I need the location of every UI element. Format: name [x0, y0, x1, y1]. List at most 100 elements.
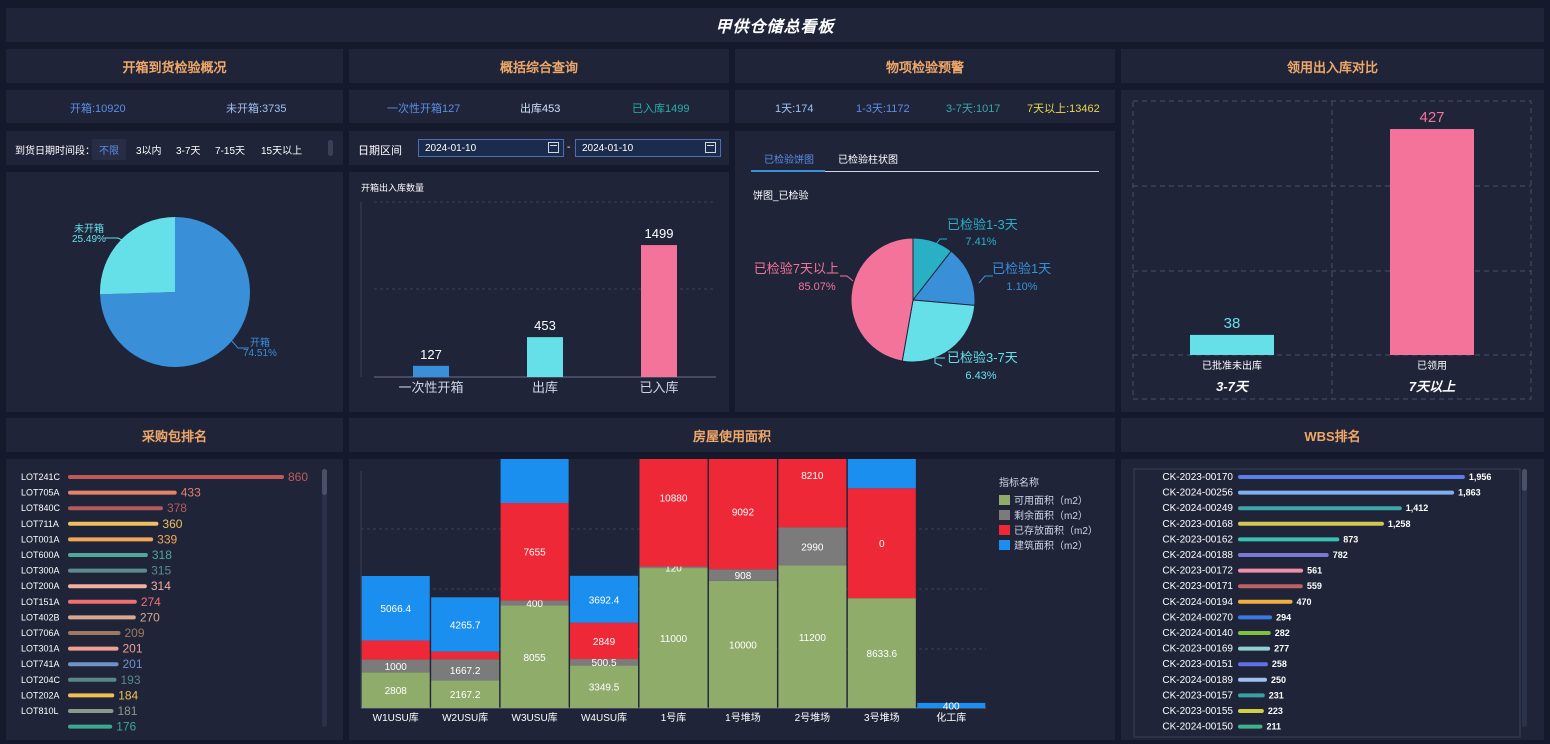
tab-inspected-pie[interactable]: 已检验饼图 [764, 155, 814, 166]
stack-value: 0 [879, 539, 885, 550]
wbs-label: CK-2023-00162 [1162, 534, 1233, 545]
rank-label: LOT241C [21, 472, 61, 482]
filter-option-15plus[interactable]: 15天以上 [261, 146, 303, 157]
wbs-scroll-thumb[interactable] [1522, 469, 1527, 491]
pie-pct: 85.07% [798, 281, 836, 293]
stack-value: 8055 [523, 653, 546, 664]
wbs-label: CK-2023-00151 [1162, 659, 1233, 670]
rank-bar [68, 568, 148, 573]
stack-segment [778, 459, 847, 528]
wbs-label: CK-2024-00249 [1162, 503, 1233, 514]
calendar-icon[interactable] [705, 142, 716, 153]
stack-segment [570, 665, 639, 708]
wbs-bar [1238, 506, 1402, 511]
stack-value: 11000 [660, 634, 688, 645]
stack-segment [639, 568, 708, 708]
wbs-bar [1238, 490, 1455, 495]
wbs-bar [1238, 553, 1329, 557]
stack-segment [431, 659, 500, 681]
rank-bar [68, 599, 137, 604]
filter-option-within3[interactable]: 3以内 [136, 146, 162, 157]
stack-segment [361, 576, 430, 641]
arrival-filter: 到货日期时间段： 不限 3以内 3-7天 7-15天 15天以上 [6, 131, 343, 165]
stack-segment [708, 459, 777, 570]
rank-value: 433 [181, 486, 201, 500]
purchase-scrollbar[interactable] [322, 469, 327, 727]
legend-swatch [999, 495, 1010, 505]
out-count: 出库453 [520, 103, 561, 115]
filter-option-3-7[interactable]: 3-7天 [176, 146, 201, 157]
stack-segment [431, 680, 500, 708]
legend-label: 已存放面积（m2） [1014, 524, 1098, 537]
date-to-input[interactable]: 2024-01-10 [575, 139, 721, 157]
purchase-scroll-thumb[interactable] [322, 469, 327, 495]
stack-segment [570, 575, 639, 623]
wbs-label: CK-2023-00157 [1162, 690, 1233, 701]
wbs-bar [1238, 646, 1271, 651]
wbs-value: 1,863 [1458, 488, 1481, 498]
wbs-bar [1238, 709, 1264, 713]
stack-value: 7655 [523, 548, 546, 559]
legend-swatch [999, 510, 1010, 520]
rank-label: LOT810L [21, 706, 59, 716]
bar [1390, 129, 1474, 355]
inspect-1day: 1天:174 [775, 103, 814, 115]
rank-bar [68, 662, 119, 667]
pie-slice [100, 217, 175, 295]
area-header: 房屋使用面积 [349, 418, 1115, 452]
stack-segment [778, 527, 847, 566]
unboxing-title: 开箱到货检验概况 [122, 59, 227, 75]
filter-scrollbar[interactable] [328, 140, 333, 156]
rank-bar [68, 646, 119, 651]
stack-segment [847, 598, 916, 708]
rank-bar [68, 475, 284, 479]
date-from-input[interactable]: 2024-01-10 [418, 139, 564, 157]
rank-value: 860 [288, 470, 308, 484]
usage-chart-panel: 3-7天 7天以上 38 已批准未出库 427 已领用 [1121, 90, 1544, 412]
rank-bar [68, 724, 113, 729]
wbs-bar [1238, 537, 1340, 542]
pie-slice [901, 299, 976, 363]
wbs-value: 470 [1297, 597, 1312, 607]
rank-label: LOT840C [21, 503, 61, 513]
date-separator: - [567, 142, 571, 153]
unboxing-header: 开箱到货检验概况 [6, 49, 343, 83]
category-label: W3USU库 [512, 711, 558, 724]
filter-option-7-15[interactable]: 7-15天 [215, 146, 246, 157]
wbs-bar [1238, 693, 1265, 698]
rank-label: LOT200A [21, 581, 60, 591]
area-legend-title: 指标名称 [999, 476, 1039, 489]
wbs-title: WBS排名 [1304, 428, 1361, 444]
rank-value: 318 [152, 548, 172, 562]
area-stacked-chart: 指标名称 2808 1000 5066.4 W1USU库 2167.2 1667.2 426… [360, 459, 1098, 724]
wbs-panel: CK-2023-00170 1,956 CK-2024-00256 1,863 CK-2… [1121, 459, 1544, 740]
wbs-label: CK-2023-00155 [1162, 706, 1233, 717]
purchase-header: 采购包排名 [6, 418, 343, 452]
rank-label: LOT300A [21, 566, 60, 576]
legend-label: 可用面积（m2） [1014, 495, 1088, 507]
stack-segment [847, 459, 916, 489]
rank-value: 201 [122, 642, 142, 656]
legend-label: 剩余面积（m2） [1014, 509, 1088, 522]
wbs-label: CK-2023-00171 [1162, 581, 1233, 592]
tab-inspected-bar[interactable]: 已检验柱状图 [838, 155, 898, 166]
inspect-stats: 1天:174 1-3天:1172 3-7天:1017 7天以上:13462 [735, 90, 1115, 123]
wbs-value: 231 [1269, 690, 1284, 700]
wbs-label: CK-2023-00172 [1162, 566, 1233, 577]
wbs-scrollbar[interactable] [1522, 469, 1527, 727]
rank-value: 274 [141, 595, 161, 609]
wbs-value: 211 [1266, 722, 1281, 732]
wbs-bar [1238, 584, 1303, 589]
rank-label: LOT600A [21, 550, 60, 560]
purchase-title: 采购包排名 [141, 428, 207, 444]
calendar-icon[interactable] [548, 142, 559, 153]
category-label: 一次性开箱 [398, 380, 463, 395]
bar [527, 337, 563, 377]
stack-value: 3692.4 [589, 595, 620, 606]
filter-option-any[interactable]: 不限 [92, 139, 126, 160]
stack-value: 5066.4 [380, 604, 411, 615]
area-title: 房屋使用面积 [692, 428, 771, 444]
pie-label: 已检验1天 [992, 261, 1051, 276]
wbs-label: CK-2024-00140 [1162, 628, 1233, 639]
wbs-value: 277 [1274, 644, 1289, 654]
